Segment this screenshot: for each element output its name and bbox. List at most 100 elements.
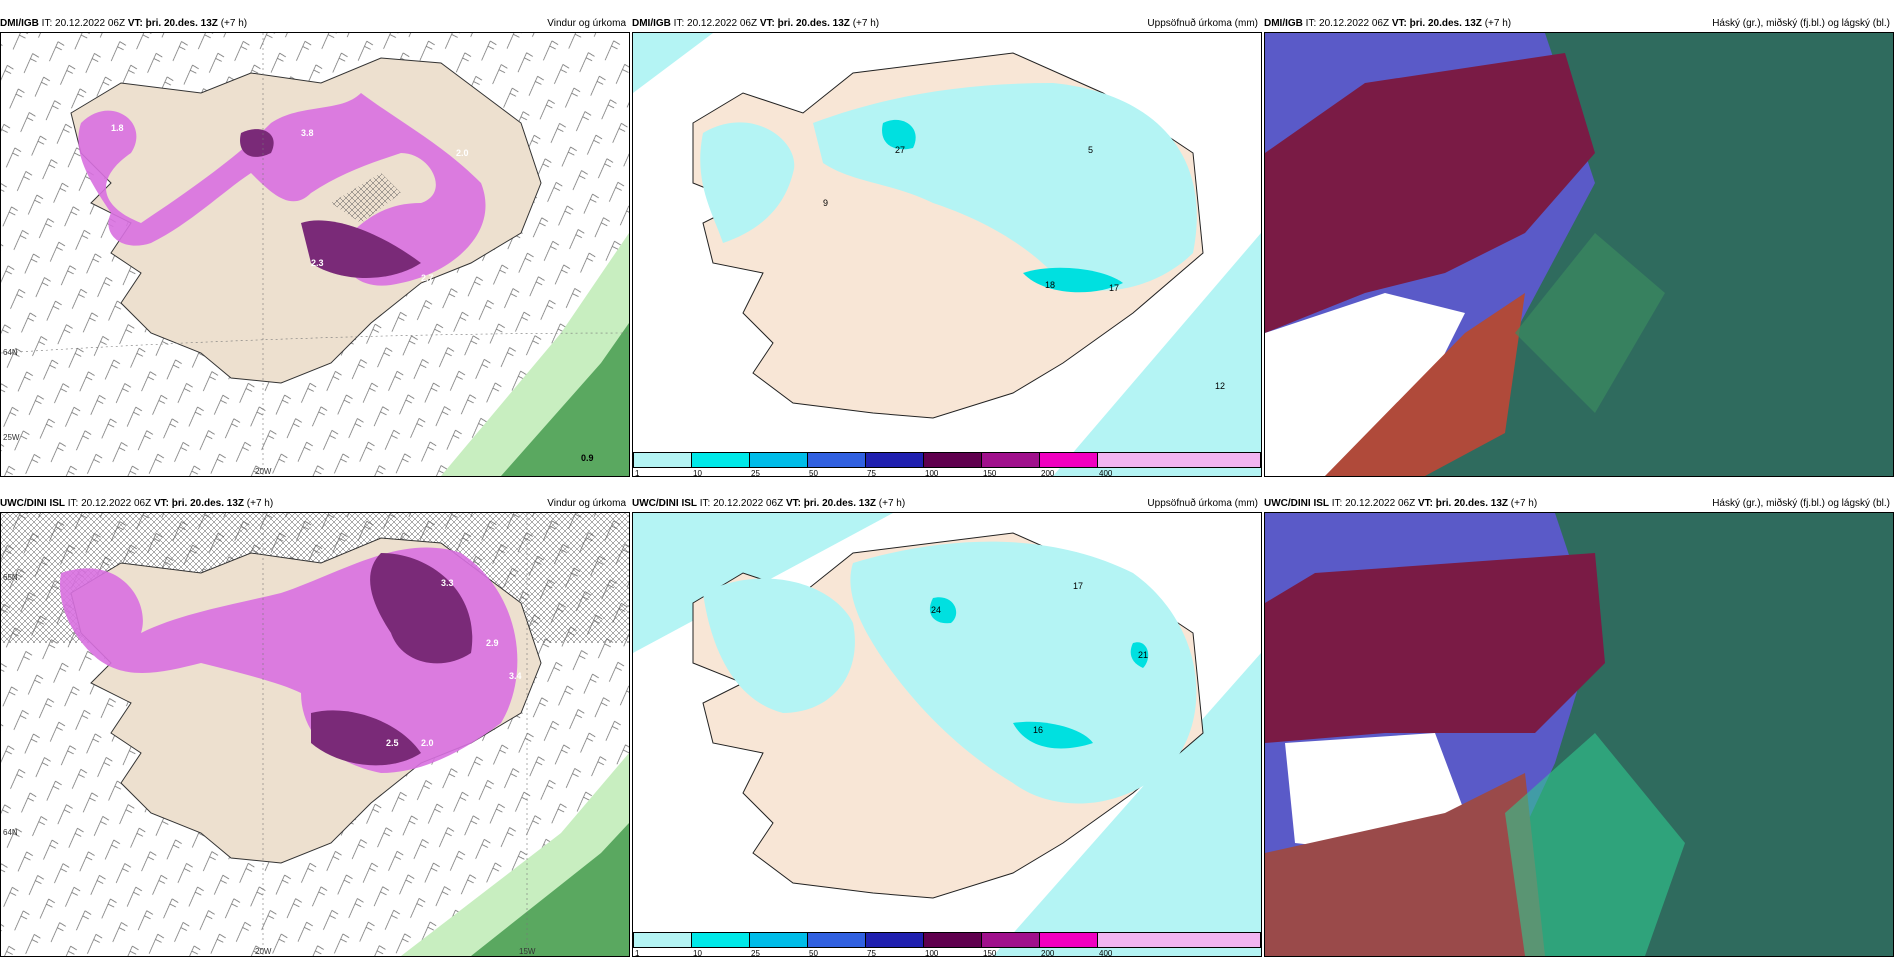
high-cloud-area xyxy=(1505,733,1685,956)
colorbar-segment xyxy=(749,932,808,948)
moderate-precip-area xyxy=(1130,642,1149,668)
mid-cloud-area xyxy=(1265,553,1605,743)
panel-title: Háský (gr.), miðský (fj.bl.) og lágský (… xyxy=(1712,18,1890,29)
valid-time: VT: þri. 20.des. 13Z xyxy=(1391,18,1482,29)
colorbar-segment xyxy=(923,932,982,948)
panel-accum-precip-dmi: DMI/IGB IT: 20.12.2022 06Z VT: þri. 20.d… xyxy=(632,15,1262,477)
lead-time: (+7 h) xyxy=(246,498,274,509)
colorbar-tick: 50 xyxy=(809,949,818,957)
precip-value-label: 2.0 xyxy=(421,738,434,748)
colorbar-tick: 1 xyxy=(635,949,640,957)
colorbar-segment xyxy=(1097,932,1261,948)
model-source: UWC/DINI ISL xyxy=(0,498,65,509)
panel-header: UWC/DINI ISL IT: 20.12.2022 06Z VT: þri.… xyxy=(0,495,630,512)
colorbar-segment xyxy=(749,452,808,468)
colorbar-tick: 400 xyxy=(1099,469,1113,477)
rain-area-dark xyxy=(471,823,629,956)
moderate-precip-area xyxy=(1023,267,1123,293)
colorbar-segment xyxy=(807,932,866,948)
model-source: DMI/IGB xyxy=(1264,18,1303,29)
low-cloud-area xyxy=(1265,773,1545,956)
accum-value-label: 5 xyxy=(1088,145,1094,155)
longitude-label: 20W xyxy=(255,947,272,956)
colorbar-tick: 150 xyxy=(983,469,997,477)
accum-value-label: 27 xyxy=(895,145,906,155)
high-cloud-area xyxy=(1415,33,1893,476)
map-graphic xyxy=(1265,513,1893,956)
wind-precip-map[interactable]: 20W 15W 64N 65N 3.3 2.9 3.4 2.0 2.5 xyxy=(0,512,630,957)
valid-time: VT: þri. 20.des. 13Z xyxy=(1417,498,1509,509)
cloud-cover-map[interactable] xyxy=(1264,512,1894,957)
accum-value-label: 9 xyxy=(823,198,829,208)
clear-area xyxy=(1265,293,1465,476)
accum-value-label: 17 xyxy=(1109,283,1120,293)
colorbar-tick: 150 xyxy=(983,949,997,957)
light-precip-area xyxy=(633,33,713,93)
colorbar-segment xyxy=(865,452,924,468)
accum-value-label: 21 xyxy=(1138,650,1149,660)
low-cloud-area xyxy=(1325,293,1525,476)
panel-accum-precip-uwc: UWC/DINI ISL IT: 20.12.2022 06Z VT: þri.… xyxy=(632,495,1262,957)
init-time: IT: 20.12.2022 06Z xyxy=(699,498,784,509)
colorbar: 1 10 25 50 75 100 150 200 400 xyxy=(633,450,1261,476)
colorbar-segment xyxy=(923,452,982,468)
cloud-cover-map[interactable] xyxy=(1264,32,1894,477)
map-graphic xyxy=(1265,33,1893,476)
colorbar-segment xyxy=(865,932,924,948)
panel-title: Vindur og úrkoma xyxy=(547,18,626,29)
model-source: UWC/DINI ISL xyxy=(632,498,697,509)
valid-time: VT: þri. 20.des. 13Z xyxy=(127,18,218,29)
colorbar-tick: 400 xyxy=(1099,949,1113,957)
moderate-precip-area xyxy=(929,597,957,624)
lead-time: (+7 h) xyxy=(1484,18,1512,29)
rain-area-dark xyxy=(501,323,629,476)
wind-precip-map[interactable]: 20W 64N 25W 1.8 3.8 2.0 2.7 2.3 0.9 xyxy=(0,32,630,477)
colorbar-tick: 75 xyxy=(867,949,876,957)
accum-value-label: 12 xyxy=(1215,381,1226,391)
precip-value-label: 2.7 xyxy=(421,273,434,283)
snow-hatch xyxy=(331,173,401,223)
precip-area xyxy=(78,93,486,286)
colorbar-tick: 10 xyxy=(693,469,702,477)
precip-value-label: 3.3 xyxy=(441,578,454,588)
precip-core xyxy=(301,220,421,278)
longitude-label: 15W xyxy=(519,947,536,956)
map-graphic xyxy=(1,33,629,476)
colorbar-segment xyxy=(633,452,692,468)
precip-value-label: 3.8 xyxy=(301,128,314,138)
panel-header: UWC/DINI ISL IT: 20.12.2022 06Z VT: þri.… xyxy=(632,495,1262,512)
lead-time: (+7 h) xyxy=(878,498,906,509)
precip-value-label: 2.0 xyxy=(456,148,469,158)
precip-core xyxy=(240,129,274,157)
model-source: UWC/DINI ISL xyxy=(1264,498,1329,509)
colorbar: 1 10 25 50 75 100 150 200 400 xyxy=(633,930,1261,956)
colorbar-tick: 200 xyxy=(1041,949,1055,957)
model-source: DMI/IGB xyxy=(632,18,671,29)
precip-value-label: 3.4 xyxy=(509,671,522,681)
precip-core xyxy=(370,553,473,664)
init-time: IT: 20.12.2022 06Z xyxy=(67,498,152,509)
accum-value-label: 24 xyxy=(931,605,942,615)
accum-precip-map[interactable]: 27 5 9 18 17 12 1 10 25 50 75 100 150 200 400 xyxy=(632,32,1262,477)
colorbar-tick: 200 xyxy=(1041,469,1055,477)
precip-core xyxy=(311,710,421,766)
accum-precip-map[interactable]: 24 17 21 16 1 10 25 50 75 100 150 200 400 xyxy=(632,512,1262,957)
precip-value-label: 1.8 xyxy=(111,123,124,133)
valid-time: VT: þri. 20.des. 13Z xyxy=(759,18,850,29)
lead-time: (+7 h) xyxy=(852,18,880,29)
colorbar-segment xyxy=(981,932,1040,948)
map-graphic xyxy=(633,33,1261,476)
longitude-label: 25W xyxy=(3,433,20,442)
latitude-label: 64N xyxy=(3,348,18,357)
light-precip-area xyxy=(700,122,795,243)
init-time: IT: 20.12.2022 06Z xyxy=(1305,18,1390,29)
colorbar-segment xyxy=(807,452,866,468)
light-precip-area xyxy=(703,578,855,713)
precip-value-label: 2.5 xyxy=(386,738,399,748)
panel-header: UWC/DINI ISL IT: 20.12.2022 06Z VT: þri.… xyxy=(1264,495,1894,512)
panel-header: DMI/IGB IT: 20.12.2022 06Z VT: þri. 20.d… xyxy=(632,15,1262,32)
panel-title: Uppsöfnuð úrkoma (mm) xyxy=(1147,18,1258,29)
valid-time: VT: þri. 20.des. 13Z xyxy=(785,498,877,509)
moderate-precip-area xyxy=(882,119,916,150)
colorbar-tick: 100 xyxy=(925,949,939,957)
